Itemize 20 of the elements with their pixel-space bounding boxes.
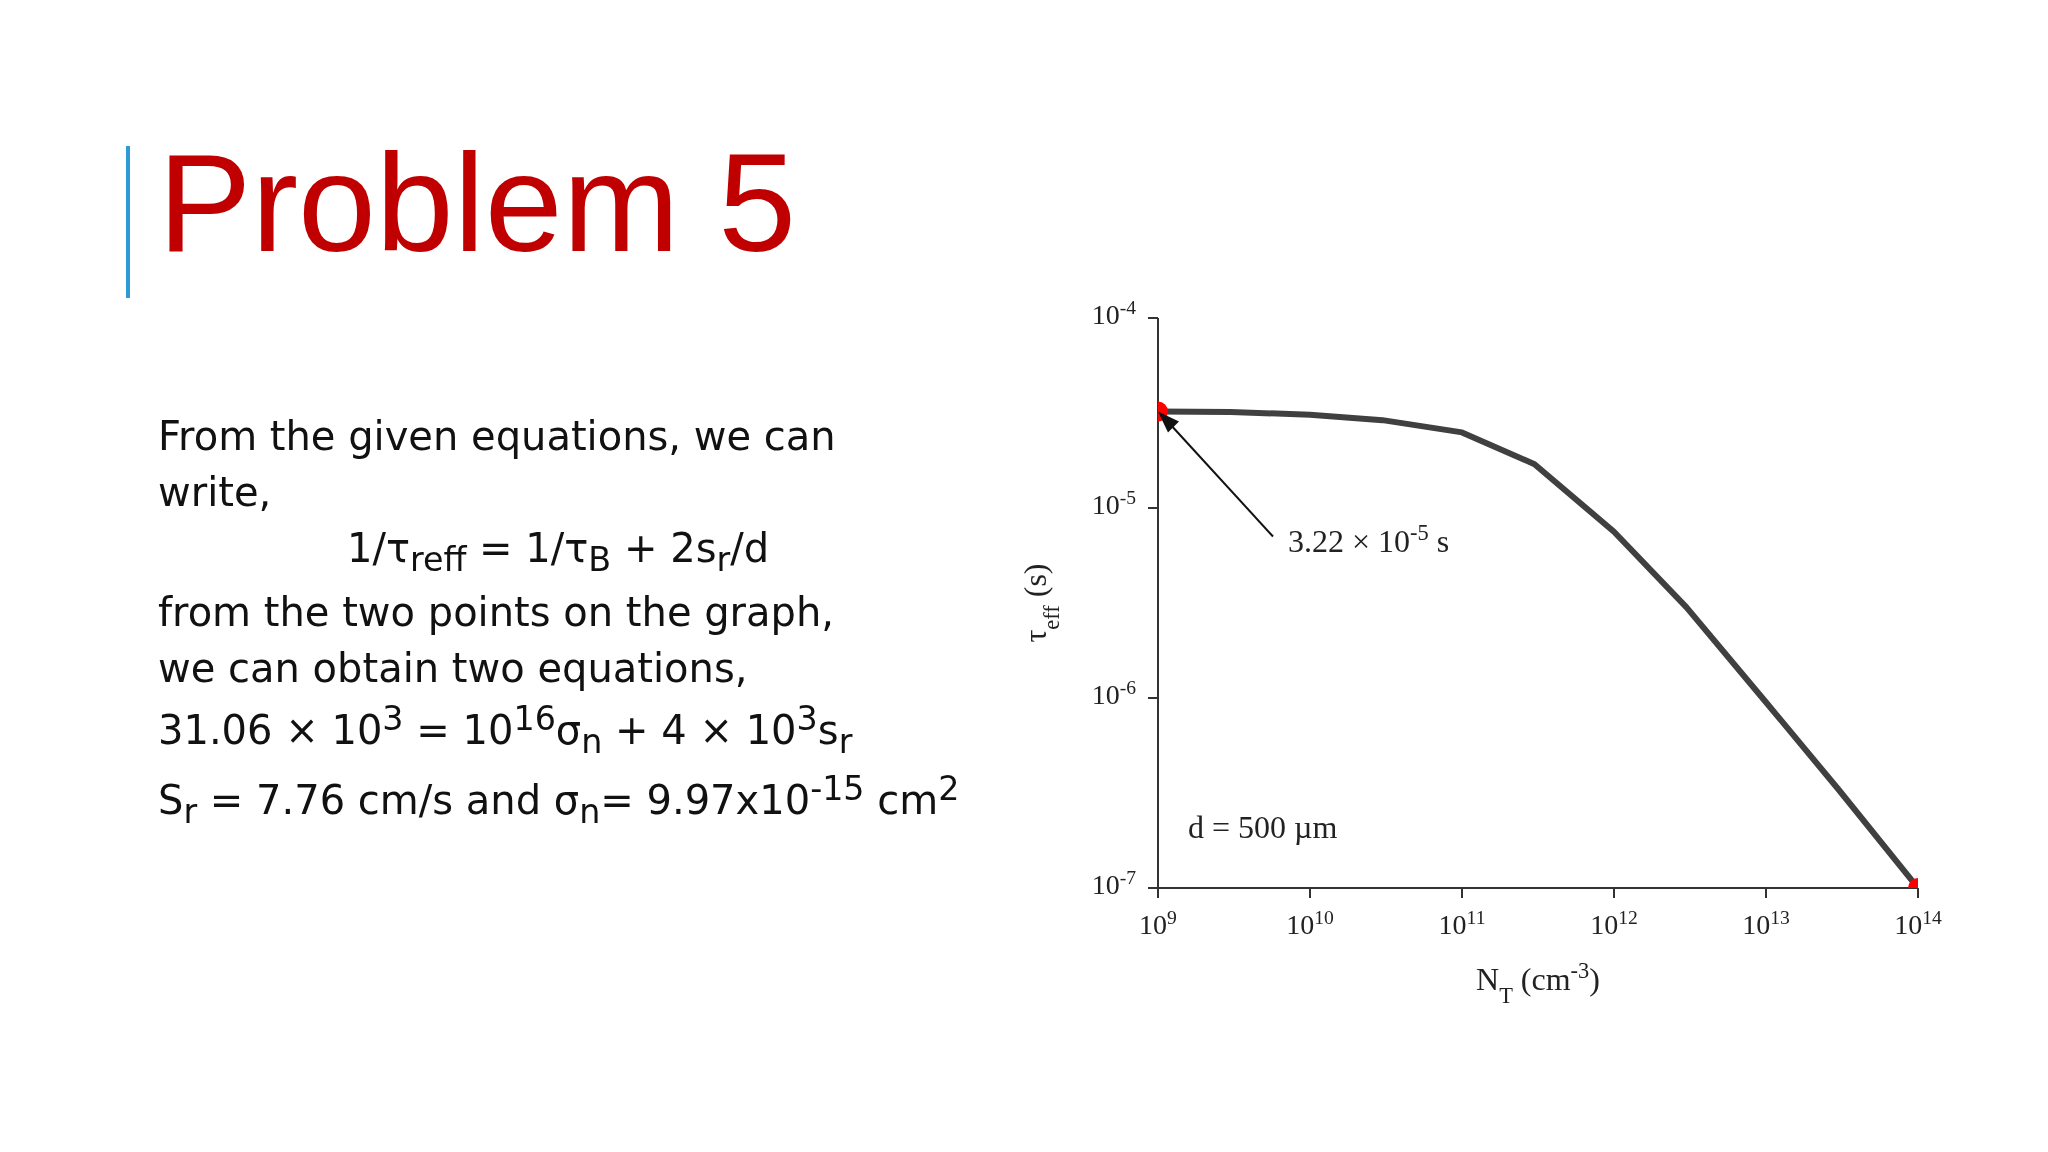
y-tick-label: 10$^{-4}$ — [1091, 296, 1137, 330]
y-tick-label: 10$^{-5}$ — [1091, 486, 1137, 520]
text: 31.06 × 10$^{3}$ = 10$^{16}$σ$_{n}$ + 4 × 10$^{3}$s$_{r}$ — [158, 698, 853, 761]
x-tick-label: 10$^{10}$ — [1286, 906, 1334, 940]
chart-title: Problem 5 — [158, 124, 797, 281]
x-tick-label: 10$^{11}$ — [1438, 906, 1486, 940]
x-tick-label: 10$^{13}$ — [1742, 906, 1790, 940]
y-tick-label: 10$^{-6}$ — [1091, 676, 1137, 710]
text: we can obtain two equations, — [158, 643, 749, 693]
annotation: 3.22 × 10$^{-5}$ s — [1288, 519, 1450, 559]
x-axis-title: N$_{T}$ (cm$^{-3}$) — [1476, 957, 1600, 1008]
text: S$_{r}$ = 7.76 cm/s and σ$_{n}$= 9.97x10$^{-15}$ cm$^{2}$ — [158, 767, 960, 833]
x-tick-label: 10$^{9}$ — [1139, 906, 1177, 940]
text: 1/τ$_{reff}$ = 1/τ$_{B}$ + 2s$_{r}$/d — [345, 524, 771, 581]
y-tick-label: 10$^{-7}$ — [1091, 866, 1137, 900]
x-tick-label: 10$^{12}$ — [1590, 906, 1638, 940]
text: From the given equations, we can write, — [158, 412, 837, 517]
annotation: d = 500 µm — [1188, 809, 1338, 845]
text: from the two points on the graph, — [158, 587, 835, 637]
x-tick-label: 10$^{14}$ — [1894, 906, 1942, 940]
